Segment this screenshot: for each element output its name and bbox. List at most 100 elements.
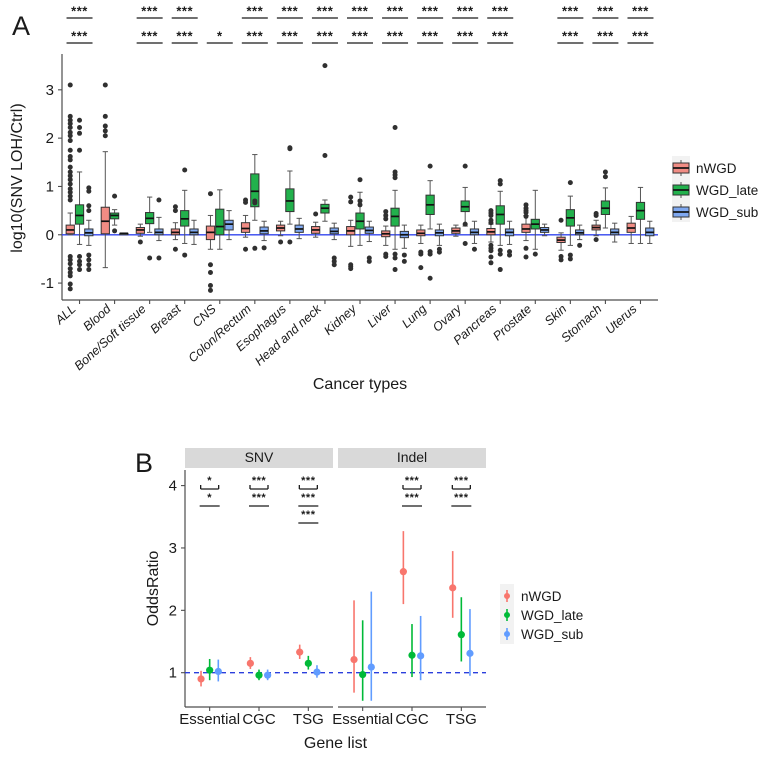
point-range[interactable] (197, 670, 205, 687)
boxplot-outlier (348, 199, 354, 205)
boxplot-box[interactable] (205, 191, 216, 293)
boxplot-box[interactable] (635, 186, 646, 244)
point-range[interactable] (367, 591, 375, 701)
boxplot-box[interactable] (469, 220, 480, 252)
panel-b-legend-label: nWGD (521, 589, 562, 604)
boxplot-outlier (558, 257, 564, 263)
point-range[interactable] (408, 624, 416, 678)
point-range[interactable] (466, 609, 474, 676)
boxplot-box[interactable] (565, 180, 575, 262)
significance-mark: *** (387, 29, 404, 44)
panel-a-legend-item[interactable]: WGD_sub (672, 204, 758, 220)
boxplot-box[interactable] (215, 189, 225, 250)
boxplot-box[interactable] (145, 196, 155, 261)
boxplot-box[interactable] (329, 222, 339, 268)
boxplot-box[interactable] (355, 177, 365, 246)
boxplot-outlier (357, 177, 363, 183)
point-range[interactable] (350, 600, 358, 693)
boxplot-box[interactable] (109, 193, 120, 234)
boxplot-outlier (497, 181, 503, 187)
boxplot-box[interactable] (346, 194, 356, 272)
panel-a-legend-item[interactable]: nWGD (672, 160, 737, 176)
boxplot-box[interactable] (530, 189, 540, 257)
boxplot-outlier (86, 262, 92, 268)
point-range[interactable] (313, 665, 321, 678)
point-range[interactable] (246, 657, 254, 669)
boxplot-box[interactable] (275, 220, 286, 245)
boxplot-box[interactable] (591, 211, 601, 243)
boxplot-box[interactable] (240, 197, 251, 252)
boxplot-box[interactable] (170, 204, 181, 252)
boxplot-outlier (357, 202, 363, 208)
data-point (367, 663, 375, 671)
point-range[interactable] (264, 669, 272, 681)
panel-a-legend-item[interactable]: WGD_late (672, 182, 758, 198)
boxplot-box[interactable] (224, 210, 234, 241)
boxplot-box[interactable] (84, 185, 94, 273)
point-range[interactable] (359, 620, 367, 701)
point-range[interactable] (457, 597, 465, 662)
boxplot-box[interactable] (486, 208, 496, 266)
boxplot-box[interactable] (189, 219, 199, 245)
boxplot-box[interactable] (154, 197, 164, 261)
data-point (197, 675, 205, 683)
boxplot-box[interactable] (259, 220, 269, 251)
boxplot-box[interactable] (504, 220, 515, 258)
boxplot-box[interactable] (600, 169, 611, 229)
point-range[interactable] (296, 644, 304, 659)
panel-a-x-tick-label: Lung (399, 302, 429, 331)
boxplot-outlier (427, 275, 433, 281)
boxplot-box[interactable] (495, 178, 505, 273)
boxplot-box[interactable] (460, 163, 470, 246)
boxplot-box[interactable] (626, 215, 636, 244)
boxplot-box[interactable] (521, 202, 531, 260)
boxplot-box[interactable] (399, 224, 409, 264)
boxplot-box[interactable] (451, 224, 461, 237)
boxplot-box[interactable] (434, 223, 445, 255)
boxplot-box[interactable] (74, 117, 85, 273)
boxplot-box[interactable] (416, 224, 426, 271)
boxplot-outlier (287, 239, 293, 245)
panel-b-legend-item[interactable]: WGD_sub (504, 627, 583, 642)
panel-b-legend-item[interactable]: nWGD (504, 589, 562, 604)
boxplot-box[interactable] (100, 82, 110, 269)
point-range[interactable] (449, 551, 457, 618)
point-range[interactable] (214, 659, 222, 682)
boxplot-outlier (207, 283, 213, 289)
boxplot-box[interactable] (311, 211, 321, 238)
boxplot-box[interactable] (556, 217, 566, 263)
boxplot-outlier (392, 251, 398, 257)
boxplot-box[interactable] (645, 220, 655, 244)
point-range[interactable] (304, 655, 312, 670)
boxplot-outlier (383, 216, 389, 222)
boxplot-box[interactable] (294, 217, 304, 240)
significance-mark: *** (405, 492, 420, 504)
boxplot-box[interactable] (364, 220, 374, 264)
boxplot-box[interactable] (250, 154, 260, 251)
boxplot-box[interactable] (390, 125, 400, 273)
point-range[interactable] (417, 615, 425, 681)
facet-strip-background (338, 448, 486, 468)
panel-a-significance-bottom: *** (452, 29, 479, 44)
boxplot-box[interactable] (180, 167, 190, 258)
boxplot-box[interactable] (425, 163, 435, 281)
boxplot-box[interactable] (285, 145, 295, 245)
boxplot-box[interactable] (610, 222, 620, 243)
boxplot-box[interactable] (575, 224, 585, 248)
significance-mark: *** (632, 29, 649, 44)
point-range[interactable] (399, 531, 407, 605)
panel-b-legend-label: WGD_sub (521, 627, 583, 642)
point-range[interactable] (255, 669, 263, 681)
panel-b-legend-item[interactable]: WGD_late (504, 608, 583, 623)
boxplot-box[interactable] (119, 232, 129, 236)
boxplot-outlier (182, 167, 188, 173)
boxplot-box[interactable] (539, 223, 550, 237)
boxplot-box[interactable] (135, 223, 145, 245)
point-range[interactable] (206, 658, 214, 681)
boxplot-outlier (77, 267, 83, 273)
boxplot-box[interactable] (320, 63, 330, 222)
boxplot-box[interactable] (65, 82, 75, 292)
boxplot-box[interactable] (381, 209, 391, 260)
